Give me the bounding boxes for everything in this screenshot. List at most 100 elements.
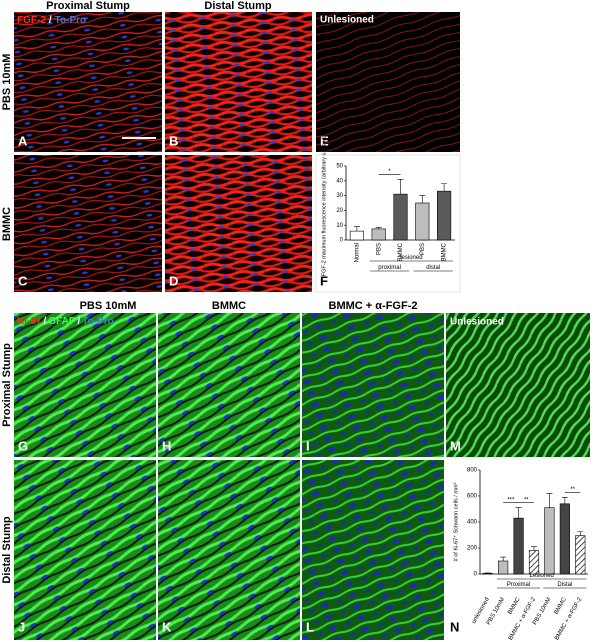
group-label: Lesioned — [530, 573, 554, 579]
error-bar — [515, 507, 522, 519]
bar — [415, 202, 430, 241]
micrograph — [302, 313, 444, 457]
y-axis-label: FGF-2 maximum fluorescence intensity (ar… — [321, 130, 327, 277]
chart-panel — [315, 154, 461, 293]
bar — [575, 535, 586, 575]
micrograph — [158, 313, 300, 457]
y-tick-label: 800 — [467, 468, 478, 474]
bar — [559, 503, 570, 575]
y-tick-label: 600 — [467, 494, 478, 500]
x-tick-label: PBS — [420, 243, 426, 255]
y-tick-label: 400 — [467, 520, 478, 526]
error-bar — [500, 556, 507, 561]
significance-label: ** — [570, 487, 575, 493]
stain: To-Pro — [82, 316, 113, 327]
panel-letter: A — [18, 133, 28, 148]
group-label: distal — [426, 265, 440, 271]
bar — [528, 550, 540, 575]
bar — [371, 228, 386, 241]
x-tick-label: BMMC — [442, 242, 448, 261]
error-bar — [441, 183, 448, 192]
x-tick-label: Normal — [354, 243, 360, 262]
y-tick-label: 200 — [467, 546, 478, 552]
bar — [513, 517, 524, 575]
error-bar — [419, 195, 426, 203]
panel-letter: E — [320, 133, 329, 148]
group-label: Proximal — [507, 582, 530, 588]
error-bar — [561, 497, 568, 504]
group-label: Distal — [557, 582, 572, 588]
inset-label: Unlesioned — [320, 15, 374, 26]
panel-letter: K — [162, 619, 172, 634]
column-header: BMMC + α-FGF-2 — [329, 300, 418, 312]
bar — [498, 560, 509, 575]
y-tick-label: 0 — [474, 572, 478, 578]
bar — [544, 507, 555, 575]
stain: / — [43, 316, 46, 327]
micrograph — [165, 12, 312, 152]
stain: Ki-67 — [17, 316, 42, 327]
micrograph — [14, 313, 156, 457]
bar — [482, 573, 493, 575]
panel-letter: B — [169, 133, 178, 148]
micrograph — [316, 12, 460, 152]
group-label: lesioned — [400, 255, 422, 261]
y-axis-label: # of Ki-67⁺ Schwann cells / mm² — [452, 482, 459, 561]
stain-legend: Ki-67/GFAP / To-Pro — [17, 316, 114, 327]
column-header: BMMC — [212, 300, 246, 312]
panel-letter: J — [18, 619, 25, 634]
row-header: Proximal Stump — [1, 343, 13, 427]
error-bar — [397, 179, 404, 195]
micrograph — [158, 460, 300, 640]
bar — [437, 190, 452, 241]
stain-legend: FGF-2/To-Pro — [17, 15, 86, 26]
significance-label: *** — [507, 497, 515, 503]
column-header: Distal Stump — [204, 0, 272, 12]
micrograph — [14, 12, 162, 152]
panel-letter: N — [450, 619, 459, 634]
column-header: PBS 10mM — [80, 300, 137, 312]
significance-label: ** — [524, 497, 529, 503]
y-tick-label: 0 — [340, 238, 344, 244]
stain: / — [49, 15, 52, 26]
panel-letter: G — [18, 438, 28, 453]
micrograph — [446, 313, 590, 457]
micrograph — [302, 460, 444, 640]
stain: GFAP — [48, 316, 76, 327]
error-bar — [546, 493, 553, 508]
y-tick-label: 20 — [336, 208, 343, 214]
y-tick-label: 10 — [336, 223, 343, 229]
panel-letter: D — [169, 273, 178, 288]
row-header: BMMC — [1, 207, 13, 241]
panel-letter: H — [162, 438, 171, 453]
y-tick-label: 40 — [336, 178, 343, 184]
column-header: Proximal Stump — [46, 0, 130, 12]
inset-label: Unlesioned — [450, 317, 504, 328]
panel-letter: L — [306, 619, 314, 634]
row-header: Distal Stump — [1, 516, 13, 584]
stain: / — [77, 316, 80, 327]
panel-letter: I — [306, 438, 310, 453]
error-bar — [577, 531, 584, 536]
panel-letter: F — [320, 273, 328, 288]
error-bar — [375, 227, 382, 229]
group-label: proximal — [378, 265, 401, 271]
stain: To-Pro — [55, 15, 86, 26]
y-tick-label: 50 — [336, 164, 343, 170]
bar — [393, 193, 408, 241]
error-bar — [353, 226, 360, 232]
panel-letter: C — [18, 273, 28, 288]
stain: FGF-2 — [17, 15, 46, 26]
significance-label: * — [388, 169, 391, 175]
panel-letter: M — [450, 438, 461, 453]
y-tick-label: 30 — [336, 193, 343, 199]
bar — [349, 230, 364, 241]
error-bar — [531, 546, 537, 551]
row-header: PBS 10mM — [1, 54, 13, 111]
micrograph — [14, 155, 162, 292]
x-tick-label: BMMC — [398, 242, 404, 261]
micrograph — [14, 460, 156, 640]
x-tick-label: PBS — [376, 243, 382, 255]
micrograph — [165, 155, 312, 292]
